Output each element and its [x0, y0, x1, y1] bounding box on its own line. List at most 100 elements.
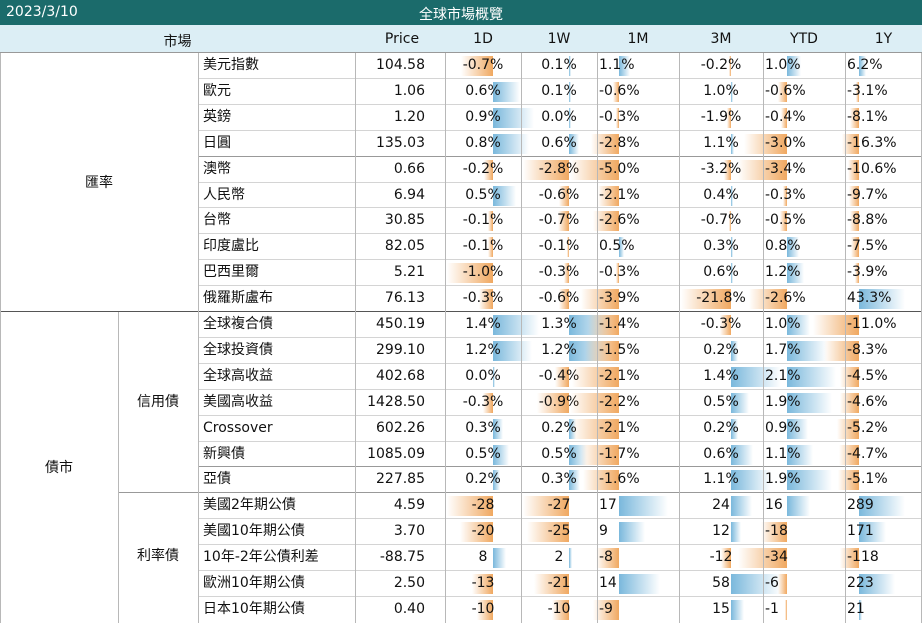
value-m3: -3.2%	[700, 160, 742, 177]
value-w1: -21	[547, 575, 571, 591]
row-name: 英鎊	[203, 108, 231, 125]
value-w1: 0.2%	[541, 419, 577, 436]
value-y1: -8.1%	[847, 108, 888, 125]
value-m3: 0.3%	[703, 238, 739, 255]
value-y1: 223	[847, 575, 874, 591]
value-bar-m1	[572, 418, 619, 439]
value-m1: 9	[599, 523, 608, 540]
value-m3: 58	[712, 575, 730, 591]
row-divider	[198, 362, 922, 364]
value-bar-y1	[859, 289, 905, 310]
value-bar-d1	[472, 574, 493, 594]
value-w1: -2.8%	[538, 160, 580, 177]
row-price: 1428.50	[367, 393, 425, 410]
value-bar-ytd	[778, 574, 787, 594]
value-bar-w1	[569, 107, 571, 128]
value-ytd: 2.1%	[765, 367, 801, 384]
value-bar-m1	[619, 237, 624, 258]
value-bar-y1	[840, 548, 859, 569]
value-y1: -4.5%	[847, 367, 888, 384]
value-w1: 0.5%	[541, 445, 577, 462]
row-divider	[198, 518, 922, 520]
value-bar-y1	[848, 159, 859, 180]
value-m1: -2.1%	[599, 419, 640, 436]
value-bar-m1	[616, 263, 619, 284]
value-bar-m1	[585, 340, 619, 361]
row-price: -88.75	[379, 549, 425, 566]
value-y1: -5.2%	[847, 419, 888, 436]
row-price: 299.10	[376, 341, 425, 358]
value-m3: 1.4%	[703, 367, 739, 384]
value-bar-m1	[619, 56, 630, 76]
value-w1: -0.4%	[538, 367, 580, 384]
row-name: 全球複合債	[203, 316, 273, 332]
row-divider	[198, 570, 922, 571]
value-bar-d1	[493, 315, 539, 335]
value-bar-m1	[588, 315, 619, 335]
value-bar-m3	[731, 599, 744, 620]
value-bar-m1	[593, 599, 619, 620]
value-ytd: 0.9%	[765, 419, 801, 436]
value-bar-m1	[570, 392, 619, 413]
row-price: 82.05	[384, 238, 425, 255]
value-ytd: -1	[765, 600, 779, 617]
value-bar-m3	[731, 81, 733, 102]
value-m1: -1.7%	[599, 445, 640, 462]
value-bar-y1	[859, 522, 886, 543]
row-price: 450.19	[376, 316, 425, 332]
value-bar-ytd	[778, 81, 787, 102]
value-w1: -0.7%	[538, 212, 580, 229]
value-bar-ytd	[787, 496, 810, 517]
value-d1: -13	[471, 575, 495, 591]
value-bar-m3	[724, 159, 731, 180]
value-ytd: 1.1%	[765, 445, 801, 462]
value-bar-ytd	[749, 289, 787, 310]
value-d1: -0.3%	[462, 393, 504, 410]
row-name: 歐洲10年期公債	[203, 575, 305, 591]
row-price: 2.50	[393, 575, 425, 591]
value-bar-d1	[493, 185, 516, 206]
row-name: 人民幣	[203, 186, 245, 203]
value-bar-y1	[851, 237, 859, 258]
column-divider	[355, 53, 356, 623]
value-bar-m3	[731, 522, 741, 543]
row-price: 5.21	[393, 264, 425, 281]
row-name: 亞債	[203, 471, 231, 488]
value-bar-w1	[555, 366, 569, 387]
value-bar-y1	[838, 470, 859, 491]
column-divider	[521, 53, 522, 623]
value-m1: -0.6%	[599, 82, 640, 99]
value-ytd: -0.6%	[765, 82, 806, 99]
value-ytd: -34	[765, 549, 788, 566]
value-bar-ytd	[787, 392, 832, 413]
value-w1: -0.3%	[538, 264, 580, 281]
row-price: 3.70	[393, 523, 425, 540]
value-m1: -0.3%	[599, 108, 640, 125]
value-bar-y1	[859, 496, 905, 517]
value-m3: -1.9%	[700, 108, 742, 125]
col-header-ytd: YTD	[790, 31, 818, 47]
value-bar-d1	[493, 107, 534, 128]
value-bar-w1	[569, 56, 571, 76]
value-m3: 0.4%	[703, 186, 739, 203]
value-bar-m1	[598, 185, 619, 206]
row-divider	[198, 544, 922, 546]
value-bar-m3	[731, 263, 733, 284]
value-w1: -25	[547, 523, 571, 540]
row-name: 台幣	[203, 212, 231, 229]
value-bar-w1	[537, 392, 569, 413]
value-m1: -2.1%	[599, 186, 640, 203]
value-d1: 0.3%	[465, 419, 501, 436]
value-d1: 0.5%	[465, 186, 501, 203]
value-w1: -0.6%	[538, 290, 580, 307]
row-price: 1085.09	[367, 445, 425, 462]
value-bar-ytd	[783, 185, 787, 206]
value-bar-d1	[488, 237, 493, 258]
value-d1: 0.9%	[465, 108, 501, 125]
row-divider	[198, 207, 922, 209]
value-bar-d1	[493, 81, 520, 102]
value-bar-w1	[559, 185, 569, 206]
row-name: 日圓	[203, 134, 231, 151]
value-y1: 21	[847, 600, 865, 617]
row-name: 日本10年期公債	[203, 600, 305, 617]
